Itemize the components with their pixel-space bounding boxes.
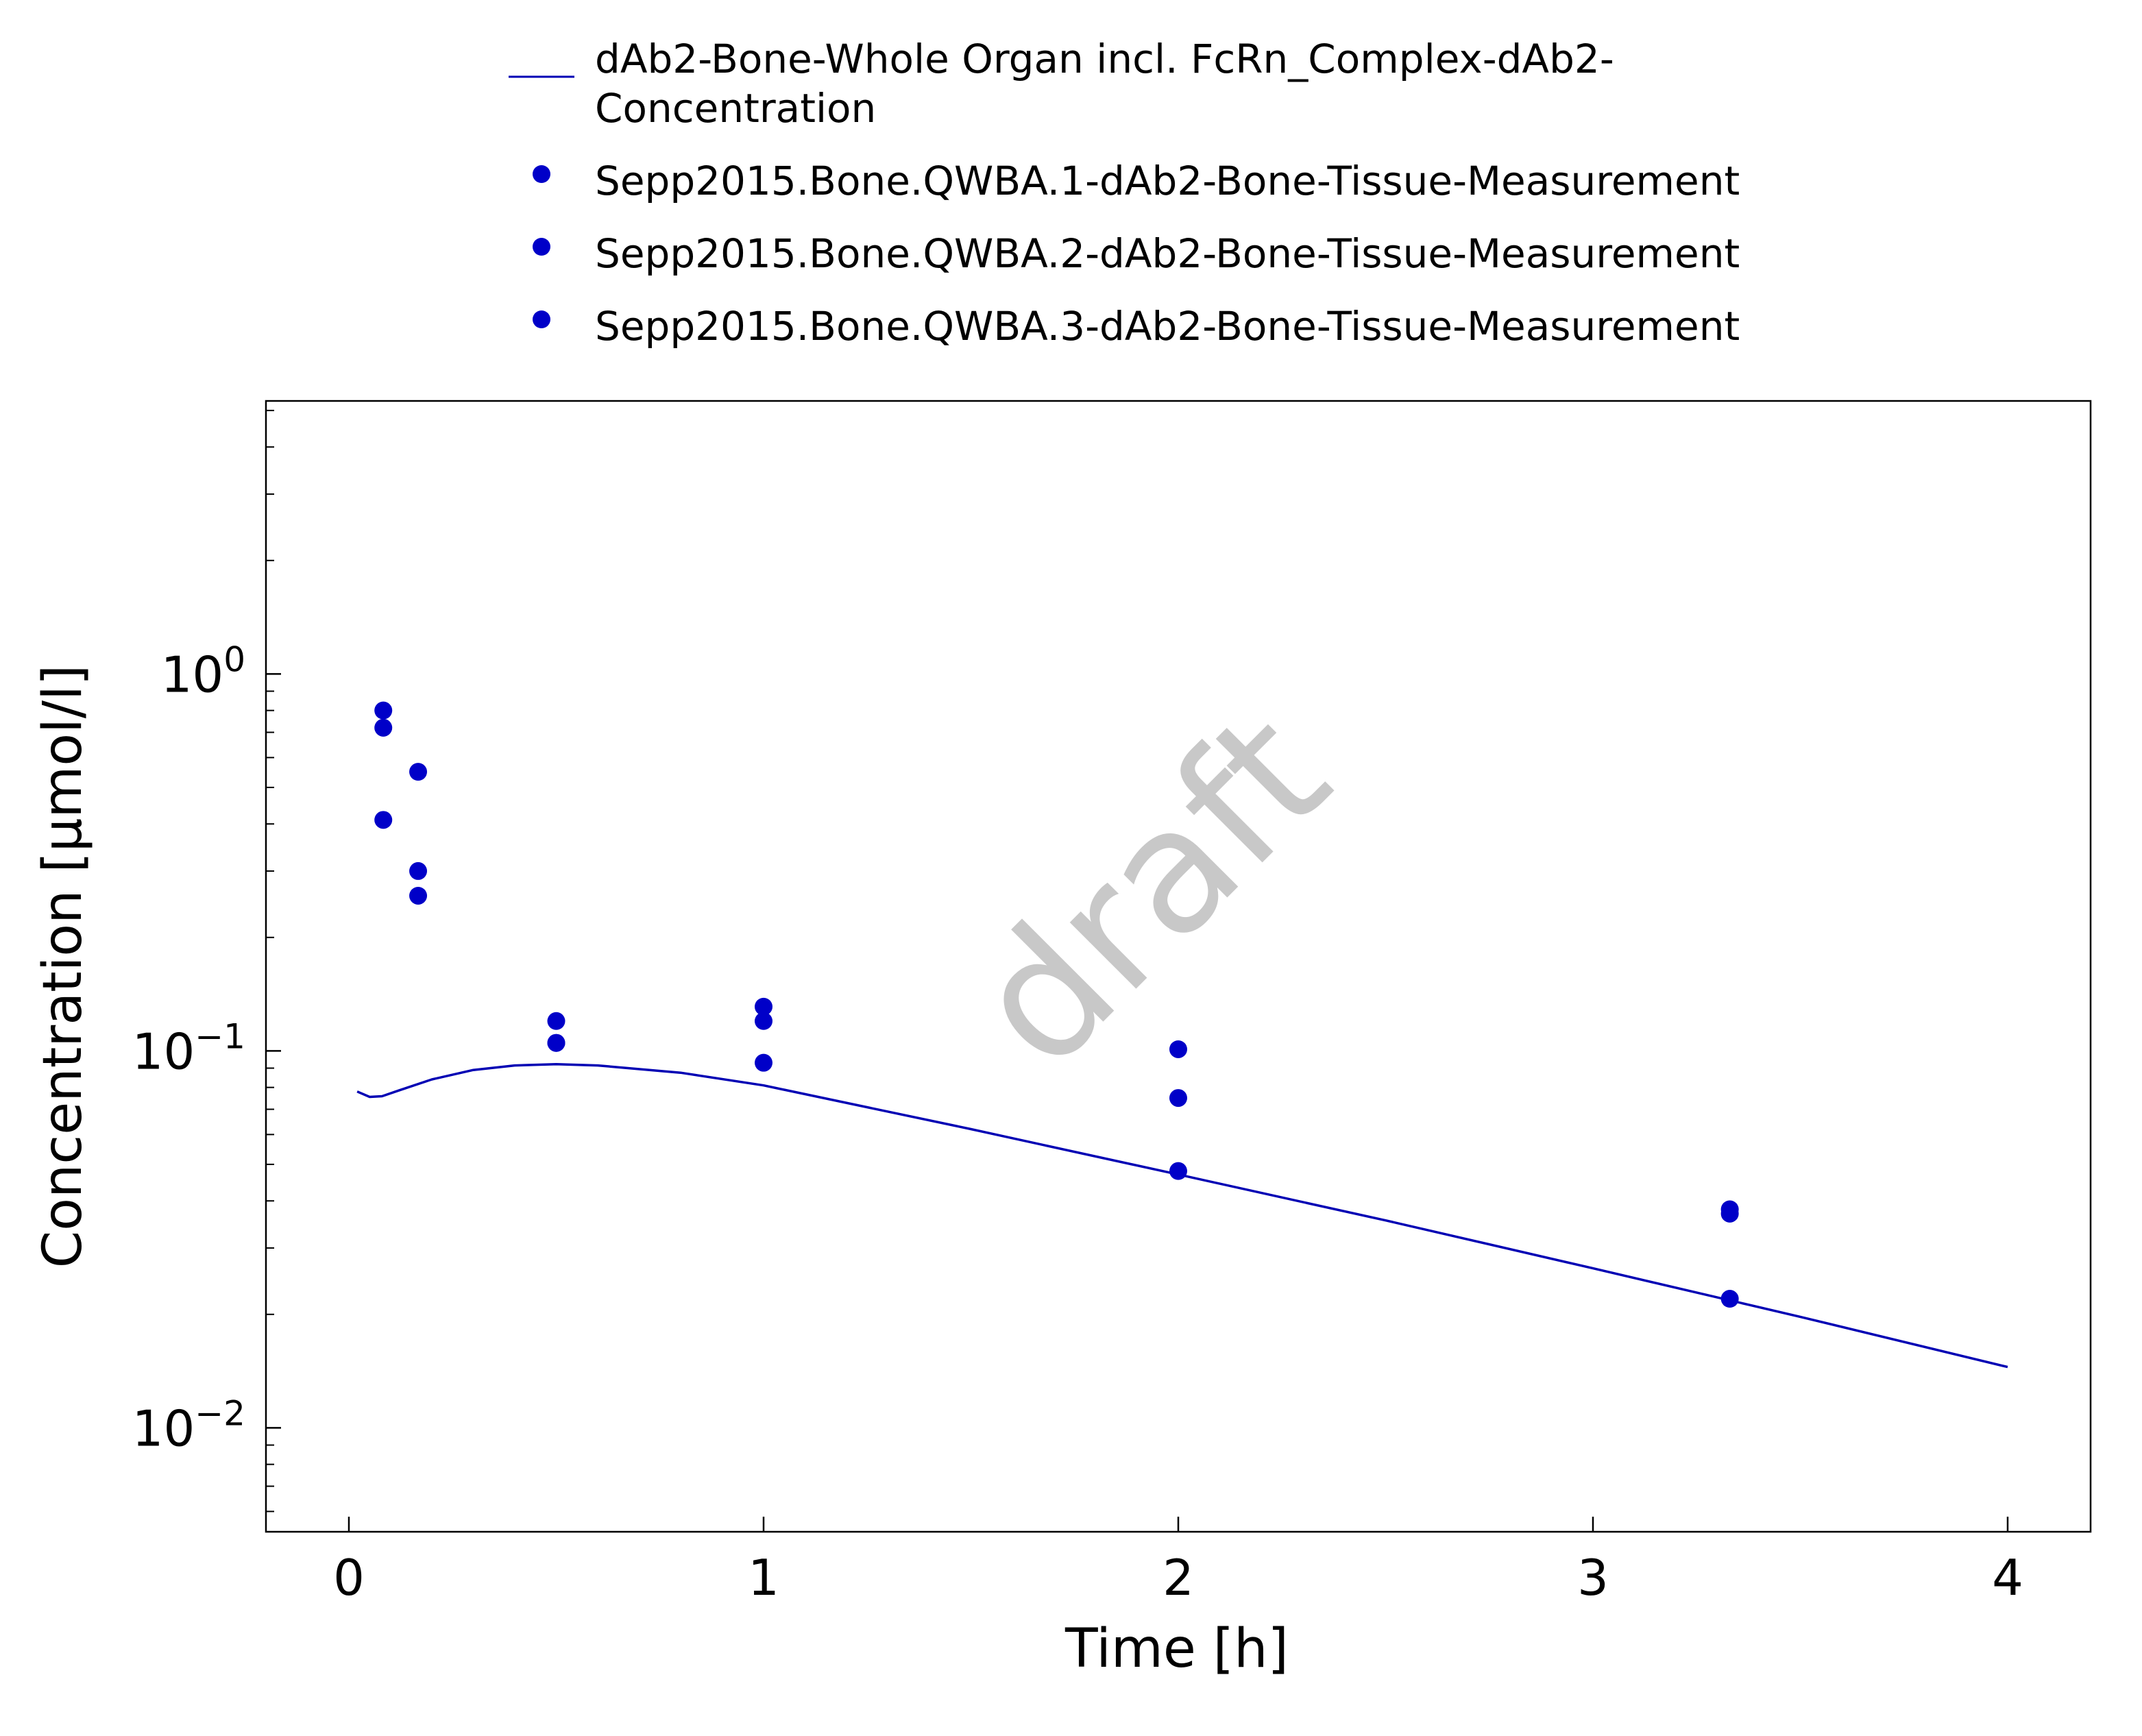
- data-point-series-3: [755, 1053, 772, 1072]
- legend: dAb2-Bone-Whole Organ incl. FcRn_Complex…: [509, 36, 1740, 350]
- x-tick-label: 2: [1163, 1549, 1194, 1606]
- x-axis-label: Time [h]: [1064, 1618, 1289, 1680]
- data-point-series-1: [409, 763, 428, 781]
- data-point-series-2: [1720, 1204, 1739, 1223]
- x-axis: 0 1 2 3 4: [333, 1517, 2023, 1606]
- y-axis: 10−2 10−1 100: [132, 409, 281, 1513]
- series-line-simulation: [356, 1062, 2008, 1369]
- data-point-series-1: [547, 1012, 565, 1030]
- y-axis-label: Concentration [µmol/l]: [32, 665, 94, 1268]
- data-point-series-1: [374, 701, 393, 720]
- x-tick-label: 3: [1577, 1549, 1609, 1606]
- watermark: draft: [936, 675, 1365, 1105]
- data-point-series-3: [374, 811, 393, 829]
- data-point-series-2: [1169, 1089, 1187, 1108]
- data-point-series-3: [409, 886, 428, 905]
- data-point-series-1: [1169, 1040, 1187, 1058]
- x-tick-label: 1: [748, 1549, 779, 1606]
- legend-label-series-2: Sepp2015.Bone.QWBA.2-dAb2-Bone-Tissue-Me…: [595, 230, 1740, 277]
- data-point-series-2: [755, 1012, 772, 1030]
- data-point-series-3: [1720, 1290, 1739, 1308]
- legend-marker-series-3: [533, 310, 550, 328]
- data-point-series-2: [409, 861, 428, 880]
- legend-marker-series-2: [533, 238, 550, 256]
- series-layer: [356, 701, 2008, 1369]
- legend-label-line-1: dAb2-Bone-Whole Organ incl. FcRn_Complex…: [595, 36, 1614, 82]
- legend-label-line-2: Concentration: [595, 85, 876, 132]
- legend-label-series-1: Sepp2015.Bone.QWBA.1-dAb2-Bone-Tissue-Me…: [595, 158, 1740, 204]
- data-point-series-3: [547, 1034, 565, 1052]
- legend-marker-series-1: [533, 165, 550, 183]
- legend-label-series-3: Sepp2015.Bone.QWBA.3-dAb2-Bone-Tissue-Me…: [595, 303, 1740, 350]
- x-tick-label: 0: [333, 1549, 365, 1606]
- y-tick-label: 10−2: [132, 1393, 245, 1457]
- y-tick-label: 100: [161, 639, 245, 703]
- data-point-series-2: [374, 718, 393, 737]
- data-point-series-1: [755, 997, 772, 1016]
- x-tick-label: 4: [1992, 1549, 2023, 1606]
- data-point-series-3: [1169, 1162, 1187, 1180]
- y-tick-label: 10−1: [132, 1016, 245, 1080]
